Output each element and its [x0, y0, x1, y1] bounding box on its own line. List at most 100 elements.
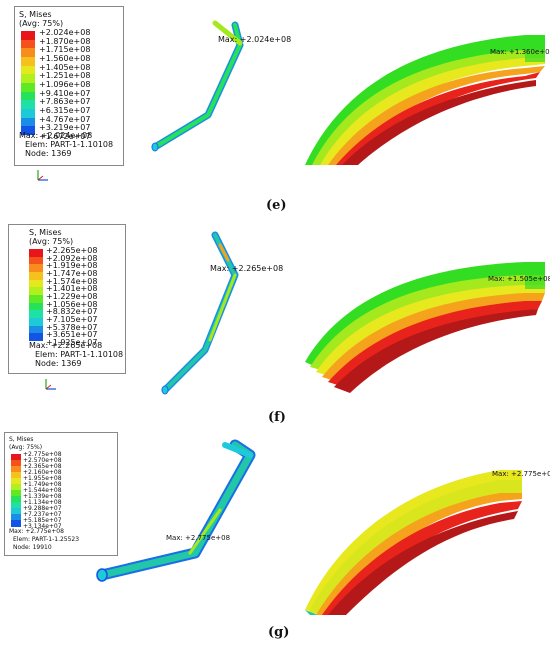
legend-level-value: +1.134e+08 — [23, 499, 62, 506]
legend-level-value: +2.365e+08 — [23, 463, 62, 470]
stress-legend: S, Mises (Avg: 75%) +2.265e+08 +2.092e+08… — [8, 224, 126, 374]
legend-max: Max: +2.265e+08 — [29, 341, 103, 350]
legend-node: Node: 1369 — [25, 149, 72, 158]
legend-level-value: +7.105e+07 — [46, 315, 98, 324]
legend-swatch — [11, 496, 21, 503]
model-max-label: Max: +2.775e+08 — [166, 534, 231, 542]
legend-node: Node: 1369 — [35, 359, 82, 368]
legend-level-value: +1.401e+08 — [46, 284, 98, 294]
legend-level-value: +2.570e+08 — [23, 457, 62, 464]
legend-title: S, Mises — [9, 436, 34, 443]
legend-swatch — [11, 490, 21, 497]
legend-swatch — [21, 83, 35, 93]
legend-level-value: +1.544e+08 — [23, 487, 62, 494]
legend-level-value: +1.749e+08 — [23, 481, 62, 488]
legend-elem: Elem: PART-1-1.10108 — [35, 350, 124, 359]
legend-level-value: +1.096e+08 — [39, 80, 91, 89]
legend-level-value: +3.219e+07 — [39, 123, 91, 133]
pipe-bend-detail — [305, 470, 522, 615]
legend-swatch — [11, 472, 21, 479]
legend-level-value: +2.024e+08 — [39, 28, 91, 37]
legend-level-value: +1.747e+08 — [46, 269, 98, 278]
legend-swatch — [11, 460, 21, 467]
legend-swatch — [29, 287, 43, 296]
pipe-model-full — [96, 439, 256, 582]
legend-swatch — [21, 39, 35, 49]
legend-level-value: +1.339e+08 — [23, 493, 62, 500]
legend-swatch — [21, 31, 35, 41]
panel-f: S, Mises (Avg: 75%) +2.265e+08 +2.092e+08… — [0, 222, 550, 432]
legend-swatch — [21, 100, 35, 110]
legend-swatch — [29, 264, 43, 273]
pipe-model-full — [151, 20, 244, 152]
legend-level-value: +5.185e+07 — [23, 517, 62, 524]
legend-swatch — [29, 333, 43, 342]
legend-max: Max: +2.024e+08 — [19, 131, 93, 140]
legend-level-value: +1.560e+08 — [39, 54, 91, 63]
legend-swatch — [21, 117, 35, 127]
legend-color-bar — [29, 249, 43, 342]
legend-level-value: +5.378e+07 — [46, 322, 98, 332]
legend-level-value: +9.288e+07 — [23, 505, 62, 512]
panel-e: S, Mises (Avg: 75%) +2.024e+08 +1.870e+08… — [0, 0, 550, 220]
legend-swatch — [11, 520, 21, 527]
figure-caption: (e) — [266, 198, 287, 213]
legend-color-bar — [11, 454, 21, 527]
stress-legend: S, Mises (Avg: 75%) +2.024e+08 +1.870e+08… — [14, 6, 124, 166]
legend-level-value: +4.767e+07 — [39, 114, 91, 124]
legend-swatch — [29, 256, 43, 265]
legend-level-value: +2.160e+08 — [23, 469, 62, 476]
legend-level-value: +1.672e+07 — [39, 132, 91, 141]
legend-swatch — [29, 272, 43, 281]
legend-swatch — [21, 91, 35, 101]
legend-elem: Elem: PART-1-1.10108 — [25, 140, 114, 149]
detail-max-label: Max: +2.775e+08 — [492, 470, 550, 478]
figure-caption: (f) — [268, 410, 286, 425]
legend-level-value: +7.237e+07 — [23, 511, 62, 518]
legend-level-value: +1.870e+08 — [39, 36, 91, 46]
legend-swatch — [11, 508, 21, 515]
legend-level-value: +1.574e+08 — [46, 276, 98, 286]
legend-swatch — [29, 249, 43, 258]
legend-swatch — [29, 310, 43, 319]
legend-level-value: +1.925e+07 — [46, 338, 98, 347]
legend-elem: Elem: PART-1-1.25523 — [13, 536, 80, 543]
pipe-bend-detail — [305, 35, 545, 165]
legend-level-value: +1.056e+08 — [46, 299, 98, 309]
model-max-label: Max: +2.024e+08 — [218, 35, 292, 44]
stress-legend: S, Mises (Avg: 75%) +2.775e+08 +2.570e+08… — [4, 432, 118, 556]
legend-node: Node: 19910 — [13, 544, 52, 551]
legend-level-value: +1.251e+08 — [39, 71, 91, 81]
legend-title: S, Mises — [29, 228, 62, 237]
legend-swatch — [29, 325, 43, 334]
legend-swatch — [29, 318, 43, 327]
figure-caption: (g) — [268, 625, 290, 640]
legend-swatch — [11, 466, 21, 473]
legend-level-value: +1.919e+08 — [46, 261, 98, 271]
legend-swatch — [29, 295, 43, 304]
legend-swatch — [11, 502, 21, 509]
legend-swatch — [21, 48, 35, 58]
legend-level-value: +1.715e+08 — [39, 45, 91, 55]
legend-level-value: +3.651e+07 — [46, 330, 98, 340]
legend-max: Max: +2.775e+08 — [9, 528, 64, 535]
legend-level-value: +9.410e+07 — [39, 88, 91, 98]
detail-max-label: Max: +1.360e+08 — [490, 48, 550, 56]
legend-level-value: +2.092e+08 — [46, 253, 98, 263]
legend-swatch — [21, 65, 35, 75]
pipe-bend-detail — [305, 262, 545, 393]
legend-level-value: +3.134e+07 — [23, 523, 62, 530]
panel-g: S, Mises (Avg: 75%) +2.775e+08 +2.570e+08… — [0, 430, 550, 649]
legend-level-value: +1.955e+08 — [23, 475, 62, 482]
legend-swatch — [11, 478, 21, 485]
legend-swatch — [21, 126, 35, 136]
legend-swatch — [11, 514, 21, 521]
model-max-label: Max: +2.265e+08 — [210, 264, 284, 273]
legend-level-value: +7.863e+07 — [39, 97, 91, 107]
legend-title: S, Mises — [19, 10, 52, 19]
legend-level-value: +2.775e+08 — [23, 451, 62, 458]
legend-subtitle: (Avg: 75%) — [29, 237, 74, 246]
legend-color-bar — [21, 31, 35, 136]
axis-triad-icon — [37, 170, 48, 181]
legend-swatch — [29, 302, 43, 311]
